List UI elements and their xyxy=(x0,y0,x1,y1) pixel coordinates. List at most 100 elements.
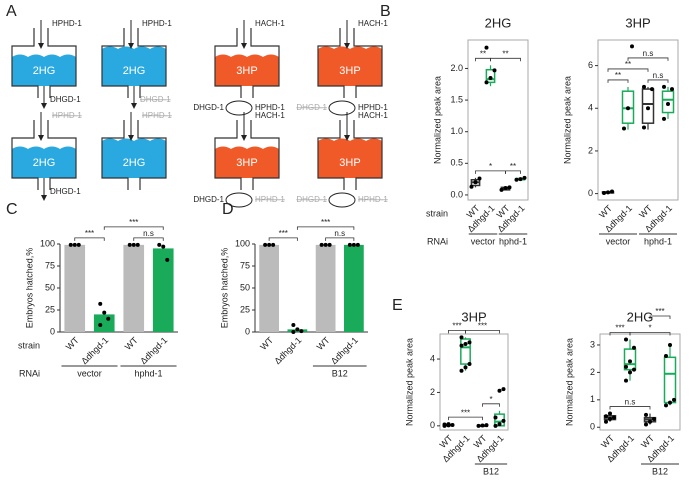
data-point xyxy=(612,415,616,420)
data-point xyxy=(480,423,485,428)
data-point xyxy=(291,330,296,334)
data-point xyxy=(624,364,628,369)
x-tick-label: WT xyxy=(123,335,140,352)
significance-label: ** xyxy=(502,49,508,58)
panel-label: E xyxy=(392,297,403,314)
data-point xyxy=(606,190,610,195)
significance-label: *** xyxy=(85,229,94,238)
significance-bracket xyxy=(647,79,669,83)
y-tick-label: 3 xyxy=(590,339,595,349)
significance-bracket xyxy=(296,226,355,230)
flask xyxy=(214,28,280,98)
data-point xyxy=(271,242,276,247)
significance-label: n.s xyxy=(653,71,664,80)
plot-frame xyxy=(439,333,509,431)
significance-label: *** xyxy=(129,218,138,227)
data-point xyxy=(467,340,472,345)
bar xyxy=(259,244,280,332)
y-tick-label: 50 xyxy=(240,282,250,292)
data-point xyxy=(68,242,73,247)
data-point xyxy=(497,388,502,393)
data-point xyxy=(624,337,628,342)
data-point xyxy=(672,397,676,402)
significance-label: * xyxy=(489,395,492,404)
data-point xyxy=(630,44,634,49)
plot-frame xyxy=(599,333,681,431)
liquid xyxy=(102,46,166,86)
significance-bracket xyxy=(448,416,483,421)
y-tick-label: 2 xyxy=(590,367,595,377)
significance-label: ** xyxy=(510,162,516,171)
data-point xyxy=(319,242,324,247)
cycle xyxy=(225,192,253,208)
data-point xyxy=(295,327,300,332)
data-point xyxy=(327,242,332,247)
chart-title: 2HG xyxy=(627,309,654,324)
data-point xyxy=(72,242,77,247)
data-point xyxy=(622,126,626,131)
significance-label: n.s xyxy=(334,229,345,238)
data-point xyxy=(459,335,464,340)
y-axis-label: Normalized peak area xyxy=(562,76,572,164)
y-tick-label: 100 xyxy=(235,238,250,248)
data-point xyxy=(299,329,304,334)
y-tick-label: 0.0 xyxy=(450,189,463,199)
y-tick-label: 4 xyxy=(430,353,435,363)
group-label: vector xyxy=(471,236,496,246)
significance-label: * xyxy=(489,162,492,171)
y-tick-label: 75 xyxy=(240,260,250,270)
liquid xyxy=(12,146,76,178)
significance-label: *** xyxy=(478,321,487,330)
data-point xyxy=(501,418,506,423)
significance-bracket xyxy=(482,403,500,407)
bar xyxy=(123,244,145,332)
data-point xyxy=(135,242,140,247)
data-point xyxy=(463,342,468,347)
data-point xyxy=(628,359,632,364)
significance-bracket xyxy=(325,237,355,241)
y-tick-label: 2 xyxy=(588,145,593,155)
x-tick-label: WT xyxy=(315,335,332,352)
significance-label: *** xyxy=(615,324,624,333)
data-point xyxy=(463,365,468,370)
metabolite: 3HP xyxy=(339,157,360,169)
group-label: B12 xyxy=(483,466,499,476)
significance-bracket xyxy=(505,170,521,174)
y-axis-label: Embryos hatched,% xyxy=(24,248,34,329)
flask xyxy=(214,120,280,190)
data-point xyxy=(644,422,648,427)
enzyme: HPHD-1 xyxy=(52,19,82,28)
x-tick-label: Δdhgd-1 xyxy=(138,335,169,366)
enzyme: DHGD-1 xyxy=(296,103,327,112)
y-axis-label: Normalized peak area xyxy=(564,338,574,426)
enzyme: DHGD-1 xyxy=(50,95,81,104)
flask xyxy=(317,120,383,190)
data-point xyxy=(469,184,474,189)
metabolite: 2HG xyxy=(123,65,146,77)
significance-label: n.s xyxy=(625,398,636,407)
data-point xyxy=(666,102,670,106)
significance-label: *** xyxy=(452,321,461,330)
y-tick-label: 1.0 xyxy=(450,126,463,136)
y-tick-label: 25 xyxy=(45,304,55,314)
data-point xyxy=(518,177,523,182)
enzyme: HPHD-1 xyxy=(358,103,388,112)
y-tick-label: 4 xyxy=(588,103,593,113)
enzyme: HACH-1 xyxy=(358,111,388,120)
significance-bracket xyxy=(74,237,105,241)
significance-bracket xyxy=(103,226,164,230)
bar xyxy=(152,248,174,332)
data-point xyxy=(642,84,646,89)
significance-bracket xyxy=(607,68,649,72)
significance-label: *** xyxy=(655,307,664,316)
data-point xyxy=(473,180,478,185)
significance-label: *** xyxy=(321,218,330,227)
data-point xyxy=(450,422,455,427)
enzyme: HACH-1 xyxy=(358,19,388,28)
panel-label: C xyxy=(6,201,18,218)
data-point xyxy=(642,125,646,130)
data-point xyxy=(644,412,648,417)
data-point xyxy=(646,106,650,111)
data-point xyxy=(488,75,493,80)
